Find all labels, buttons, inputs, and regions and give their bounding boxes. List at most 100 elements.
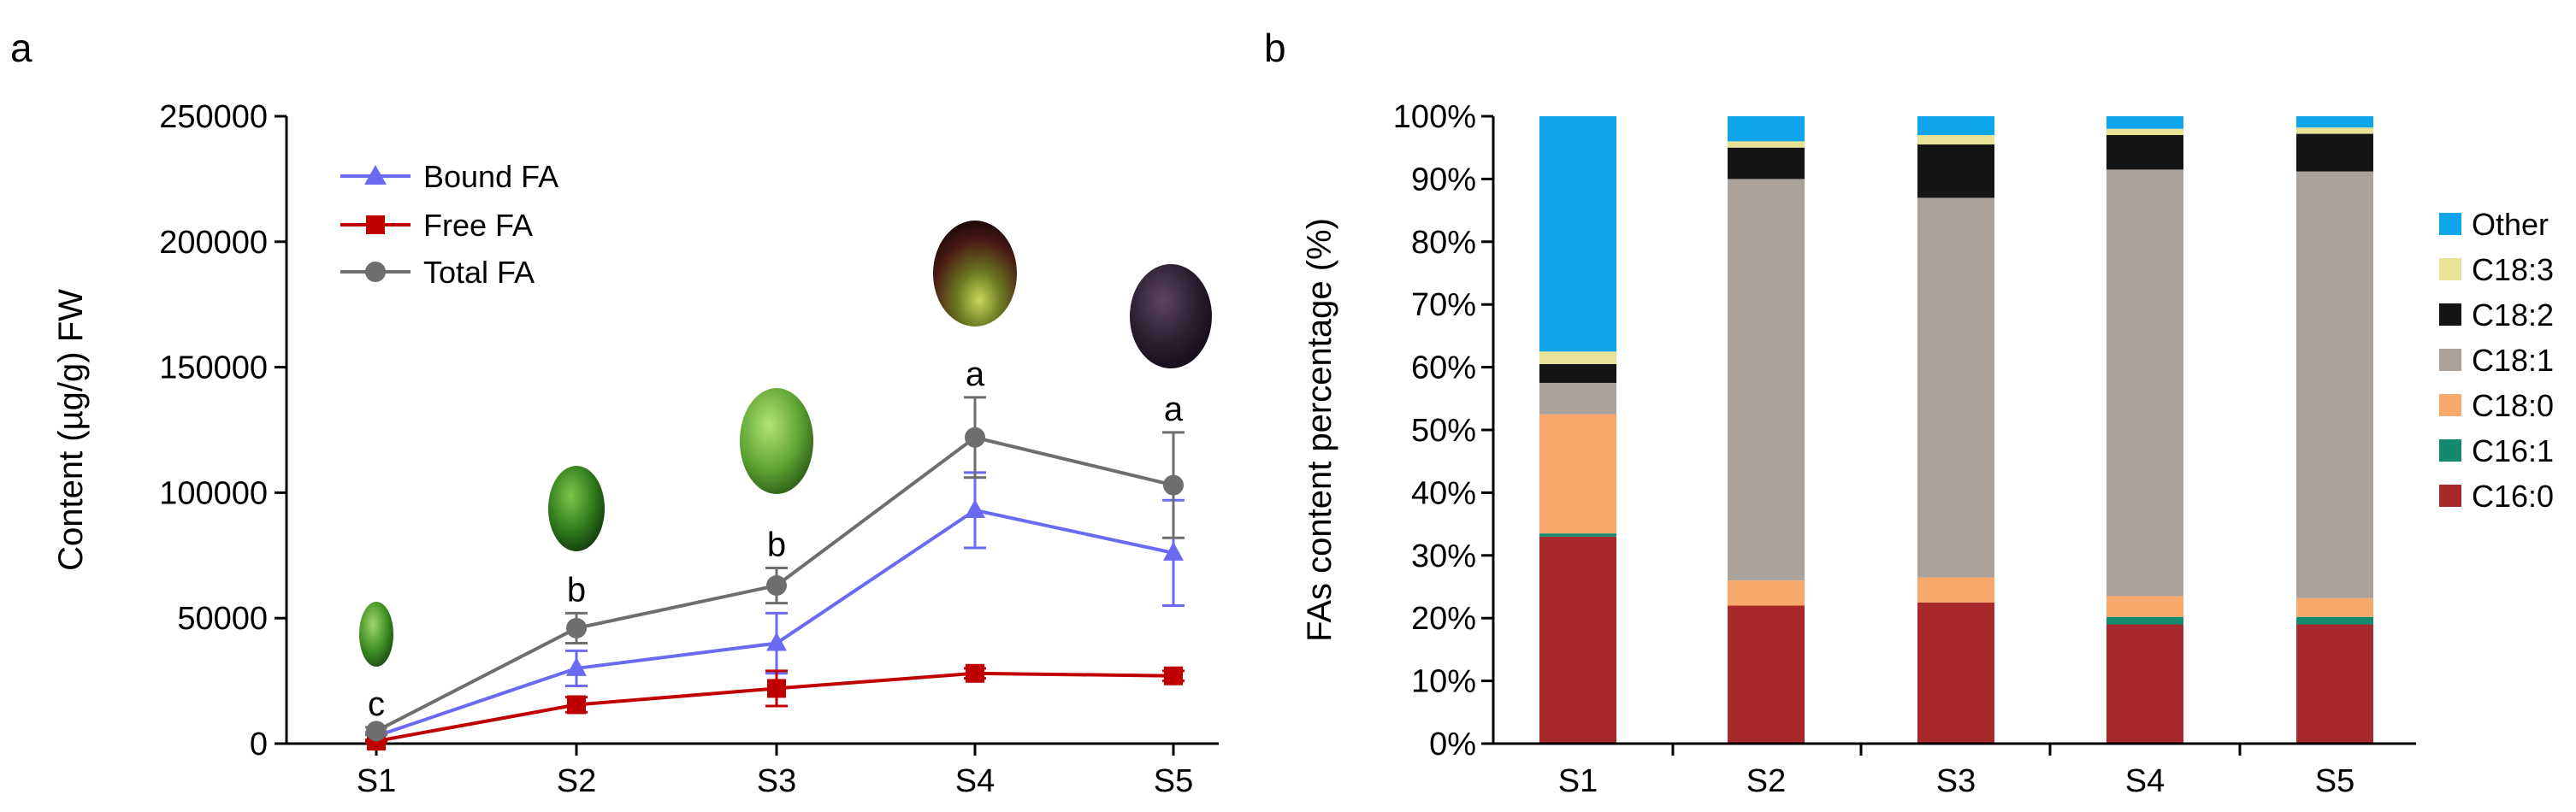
bar-segment-c18-0-s1: [1539, 414, 1616, 534]
legend-item-c16-1: C16:1: [2439, 433, 2554, 468]
panel-b-y-tick-label: 70%: [1411, 287, 1476, 323]
square-marker-icon: [366, 215, 385, 234]
olive-s5-image: [1130, 264, 1212, 368]
legend-label-other: Other: [2472, 207, 2549, 242]
bar-segment-c18-3-s2: [1728, 141, 1805, 148]
bar-segment-c18-2-s5: [2296, 133, 2373, 172]
bar-segment-c18-0-s3: [1917, 577, 1994, 603]
panel-b-y-tick-label: 90%: [1411, 162, 1476, 197]
olive-s4-image: [933, 221, 1017, 327]
circle-marker-icon: [365, 262, 386, 282]
panel-a-y-ticks: 0 50000 100000 150000 200000 250000: [159, 99, 287, 762]
bar-segment-c16-0-s5: [2296, 624, 2373, 744]
panel-b-y-tick-label: 20%: [1411, 601, 1476, 637]
panel-b-x-tick-label-s2: S2: [1746, 763, 1786, 799]
stacked-bar-s1: [1539, 116, 1616, 744]
data-point-bound-fa-s2: [566, 656, 587, 676]
panel-a-y-tick-label: 0: [250, 727, 268, 762]
panel-a-label: a: [10, 26, 32, 70]
panel-b-stacked-bars: [1539, 116, 2373, 744]
panel-a-y-tick-label: 50000: [177, 601, 268, 637]
panel-b-x-tick-label-s5: S5: [2315, 763, 2354, 799]
bar-segment-c16-1-s4: [2106, 616, 2183, 625]
bar-segment-c18-0-s2: [1728, 580, 1805, 606]
bar-segment-other-s5: [2296, 116, 2373, 128]
data-point-total-fa-s1: [366, 721, 387, 742]
bar-segment-other-s2: [1728, 116, 1805, 142]
legend-label-c16-1: C16:1: [2472, 433, 2554, 468]
bar-segment-other-s3: [1917, 116, 1994, 136]
panel-a-y-tick-label: 250000: [159, 99, 268, 135]
panel-a-x-tick-label-s4: S4: [955, 763, 995, 799]
legend-label-c18-3: C18:3: [2472, 252, 2554, 287]
bar-segment-c16-0-s2: [1728, 605, 1805, 744]
legend-label-c18-1: C18:1: [2472, 343, 2554, 378]
legend-swatch-c18-0: [2439, 394, 2461, 416]
legend-swatch-other: [2439, 213, 2461, 235]
panel-b-x-tick-label-s4: S4: [2125, 763, 2165, 799]
panel-a-x-tick-label-s1: S1: [357, 763, 396, 799]
bar-segment-c18-2-s4: [2106, 135, 2183, 170]
bar-segment-other-s1: [1539, 116, 1616, 352]
bar-segment-c18-1-s2: [1728, 179, 1805, 581]
fruit-images: [359, 221, 1212, 667]
legend-item-other: Other: [2439, 207, 2549, 242]
panel-a-x-tick-label-s2: S2: [557, 763, 596, 799]
panel-b-y-tick-label: 30%: [1411, 538, 1476, 574]
panel-b-y-tick-label: 100%: [1393, 99, 1476, 135]
bar-segment-c18-2-s1: [1539, 363, 1616, 383]
legend-item-c18-2: C18:2: [2439, 297, 2554, 332]
panel-a-x-tick-label-s5: S5: [1154, 763, 1193, 799]
panel-a-legend: Bound FA Free FA Total FA: [340, 159, 558, 290]
legend-item-bound-fa: Bound FA: [340, 159, 558, 194]
olive-s3-image: [740, 388, 813, 494]
legend-swatch-c18-3: [2439, 258, 2461, 280]
panel-a-x-tick-label-s3: S3: [757, 763, 796, 799]
legend-swatch-c16-1: [2439, 439, 2461, 462]
stacked-bar-s3: [1917, 116, 1994, 744]
significance-letter-s5: a: [1164, 391, 1184, 428]
significance-letter-s3: b: [767, 526, 786, 563]
stacked-bar-s5: [2296, 116, 2373, 744]
panel-b: b 0% 10% 20% 30% 40% 50% 60% 70% 80% 90% 100% S1 S2…: [1264, 26, 2554, 799]
significance-letter-s1: c: [368, 685, 385, 723]
panel-b-y-tick-label: 50%: [1411, 413, 1476, 449]
legend-label-total-fa: Total FA: [423, 255, 535, 290]
stacked-bar-s4: [2106, 116, 2183, 744]
bar-segment-c18-2-s2: [1728, 147, 1805, 179]
panel-b-x-ticks: S1 S2 S3 S4 S5: [1558, 744, 2354, 799]
significance-letter-s2: b: [567, 571, 586, 609]
bar-segment-other-s4: [2106, 116, 2183, 129]
bar-segment-c18-3-s3: [1917, 135, 1994, 145]
panel-b-y-tick-label: 10%: [1411, 664, 1476, 700]
panel-b-legend: Other C18:3 C18:2 C18:1 C18:0 C16:1 C16:0: [2439, 207, 2554, 514]
bar-segment-c18-3-s1: [1539, 351, 1616, 364]
data-point-free-fa-s4: [966, 663, 984, 683]
panel-a-series: [365, 396, 1185, 751]
bar-segment-c18-0-s4: [2106, 596, 2183, 617]
bar-segment-c16-0-s3: [1917, 602, 1994, 744]
legend-swatch-c18-2: [2439, 303, 2461, 326]
bar-segment-c18-1-s4: [2106, 169, 2183, 597]
series-total-fa: [365, 396, 1185, 742]
bar-segment-c18-0-s5: [2296, 597, 2373, 617]
panel-b-y-axis-title: FAs content percentage (%): [1301, 218, 1338, 642]
data-point-free-fa-s3: [767, 679, 786, 698]
panel-a-x-ticks: S1 S2 S3 S4 S5: [357, 744, 1193, 799]
data-point-bound-fa-s4: [965, 498, 985, 518]
legend-item-free-fa: Free FA: [340, 208, 533, 243]
data-point-bound-fa-s5: [1163, 541, 1184, 561]
legend-swatch-c18-1: [2439, 349, 2461, 371]
bar-segment-c18-1-s1: [1539, 382, 1616, 415]
data-point-free-fa-s5: [1164, 666, 1183, 685]
bar-segment-c18-3-s5: [2296, 127, 2373, 134]
olive-s1-image: [359, 602, 393, 667]
series-bound-fa: [365, 471, 1185, 744]
panel-a-y-tick-label: 100000: [159, 475, 268, 511]
bar-segment-c18-2-s3: [1917, 144, 1994, 198]
panel-b-y-tick-label: 60%: [1411, 350, 1476, 386]
legend-label-c18-0: C18:0: [2472, 388, 2554, 423]
data-point-total-fa-s3: [766, 575, 787, 597]
